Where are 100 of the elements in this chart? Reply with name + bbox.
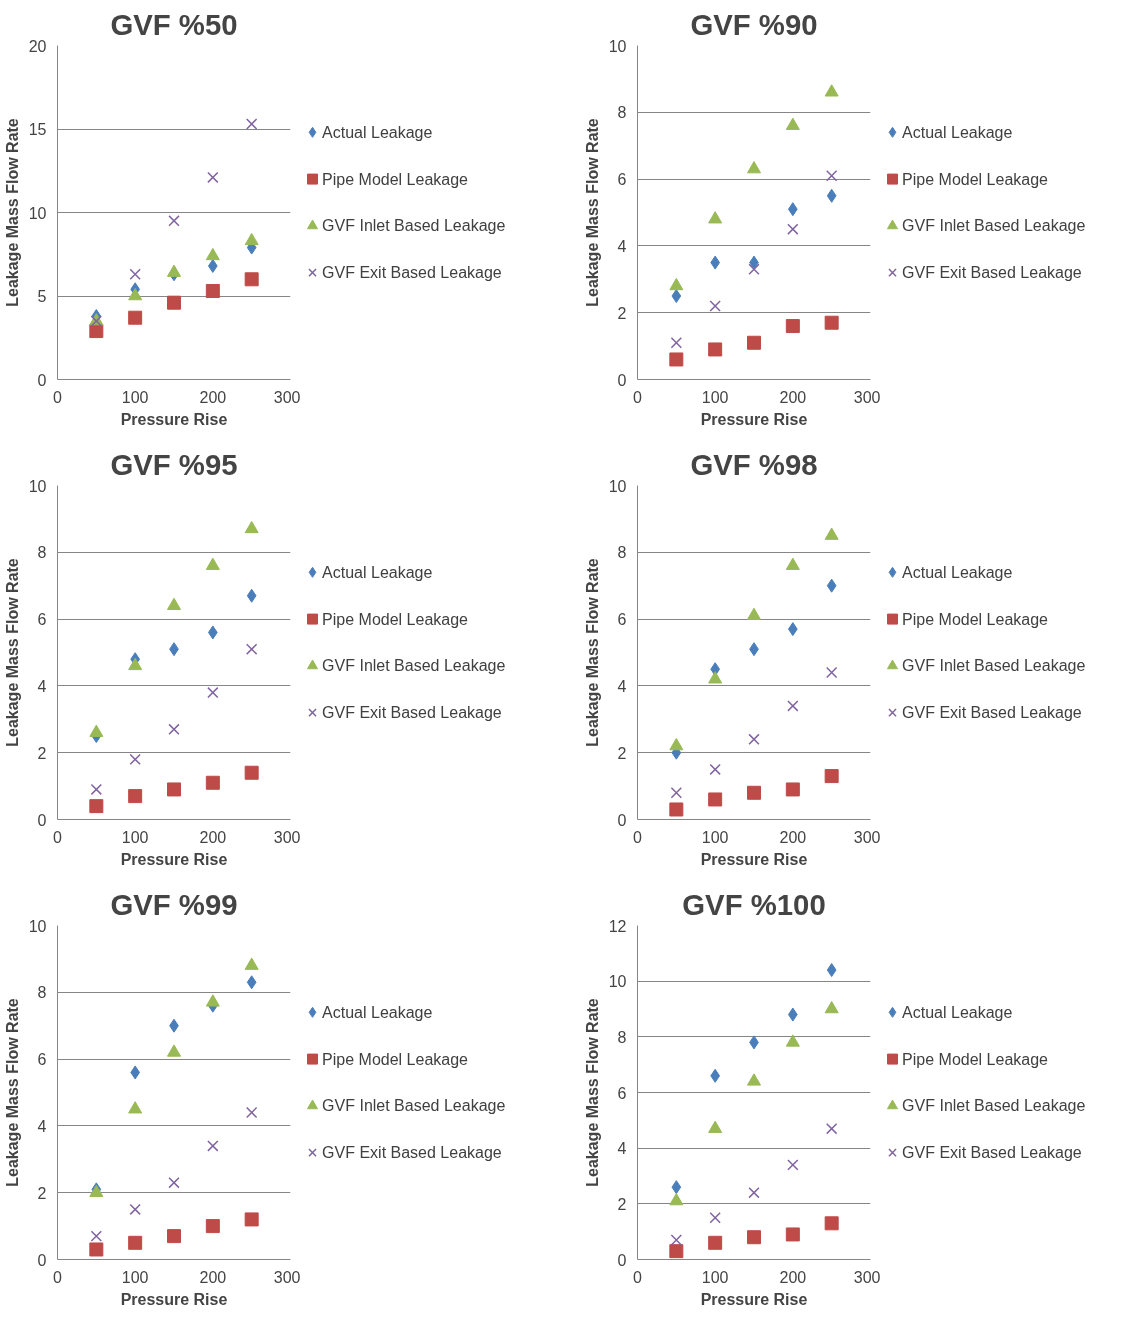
legend-label: GVF Inlet Based Leakage <box>902 657 1086 675</box>
y-tick-label: 0 <box>37 371 47 389</box>
point <box>246 975 257 990</box>
point <box>90 1230 103 1242</box>
x-tick-label: 200 <box>199 388 227 406</box>
y-tick-label: 0 <box>37 1251 47 1269</box>
point <box>670 787 683 799</box>
y-tick-label: 4 <box>617 237 627 255</box>
point <box>128 789 143 804</box>
x-tick-label: 200 <box>779 828 807 846</box>
x-tick-label: 0 <box>633 828 643 846</box>
x-axis-title: Pressure Rise <box>120 850 228 868</box>
y-tick-label: 10 <box>608 477 627 495</box>
x-tick-label: 300 <box>853 388 881 406</box>
y-tick-label: 8 <box>617 544 627 562</box>
point <box>244 272 259 287</box>
x-tick-label: 300 <box>853 828 881 846</box>
y-tick-label: 10 <box>28 917 47 935</box>
point <box>205 247 220 261</box>
point <box>669 352 684 367</box>
point <box>708 1235 723 1250</box>
legend-label: GVF Inlet Based Leakage <box>902 1097 1086 1115</box>
chart-title: GVF %50 <box>110 7 238 41</box>
point <box>747 607 761 621</box>
y-tick-label: 4 <box>617 677 627 695</box>
y-tick-label: 2 <box>617 744 627 762</box>
point <box>205 994 220 1007</box>
point <box>244 232 259 246</box>
point <box>785 117 800 130</box>
point <box>245 1106 258 1119</box>
legend-label: Actual Leakage <box>322 123 433 141</box>
point <box>669 277 684 291</box>
y-tick-label: 10 <box>608 973 627 991</box>
y-tick-label: 5 <box>37 288 47 305</box>
point <box>168 215 180 227</box>
y-tick-label: 6 <box>617 171 627 189</box>
point <box>205 1219 220 1234</box>
point <box>825 666 838 679</box>
y-tick-label: 6 <box>37 611 47 629</box>
point <box>244 520 259 534</box>
y-tick-label: 4 <box>37 677 47 695</box>
point <box>167 782 181 797</box>
point <box>245 118 258 130</box>
x-axis-title: Pressure Rise <box>120 410 228 428</box>
y-axis-title: Leakage Mass Flow Rate <box>3 998 21 1187</box>
x-tick-label: 200 <box>199 1268 227 1286</box>
point <box>89 799 104 814</box>
point <box>167 295 181 310</box>
point <box>709 300 721 312</box>
point <box>708 342 723 357</box>
point <box>824 84 839 97</box>
y-tick-label: 8 <box>37 544 47 562</box>
y-tick-label: 4 <box>37 1117 47 1135</box>
y-tick-label: 6 <box>37 1051 47 1069</box>
point <box>205 557 220 570</box>
chart-title: GVF %99 <box>110 887 238 921</box>
y-tick-label: 10 <box>28 204 47 222</box>
legend-label: Pipe Model Leakage <box>902 1050 1049 1068</box>
point <box>89 324 104 339</box>
y-axis-title: Leakage Mass Flow Rate <box>583 118 601 307</box>
point <box>205 283 220 298</box>
x-tick-label: 100 <box>121 1268 149 1286</box>
point <box>207 171 219 184</box>
point <box>748 263 760 275</box>
point <box>824 527 839 540</box>
y-tick-label: 4 <box>617 1140 627 1158</box>
point <box>669 1193 684 1206</box>
point <box>825 1122 838 1135</box>
x-tick-label: 100 <box>701 1268 729 1286</box>
point <box>708 792 723 807</box>
point <box>670 1234 683 1246</box>
point <box>785 319 800 334</box>
x-axis-title: Pressure Rise <box>700 850 808 868</box>
point <box>669 802 684 817</box>
y-tick-label: 8 <box>617 104 627 122</box>
point <box>168 723 180 736</box>
chart-title: GVF %90 <box>690 7 818 41</box>
point <box>708 1120 723 1133</box>
point <box>747 785 761 800</box>
point <box>128 287 143 301</box>
point <box>708 211 723 224</box>
legend-label: Actual Leakage <box>902 1003 1013 1021</box>
y-tick-label: 0 <box>37 811 47 829</box>
point <box>167 1229 181 1244</box>
x-tick-label: 200 <box>779 388 807 406</box>
point <box>129 268 141 280</box>
point <box>824 315 839 330</box>
point <box>747 1073 761 1086</box>
point <box>787 1159 799 1171</box>
x-tick-label: 0 <box>53 1268 63 1286</box>
legend-label: GVF Exit Based Leakage <box>322 264 502 282</box>
legend-label: Pipe Model Leakage <box>322 170 469 188</box>
point <box>709 763 721 776</box>
x-tick-label: 300 <box>853 1268 881 1286</box>
y-tick-label: 0 <box>617 371 627 389</box>
y-tick-label: 12 <box>608 917 627 935</box>
y-axis-title: Leakage Mass Flow Rate <box>583 558 601 747</box>
point <box>129 1203 141 1216</box>
point <box>128 1101 143 1114</box>
y-tick-label: 2 <box>617 1195 627 1213</box>
